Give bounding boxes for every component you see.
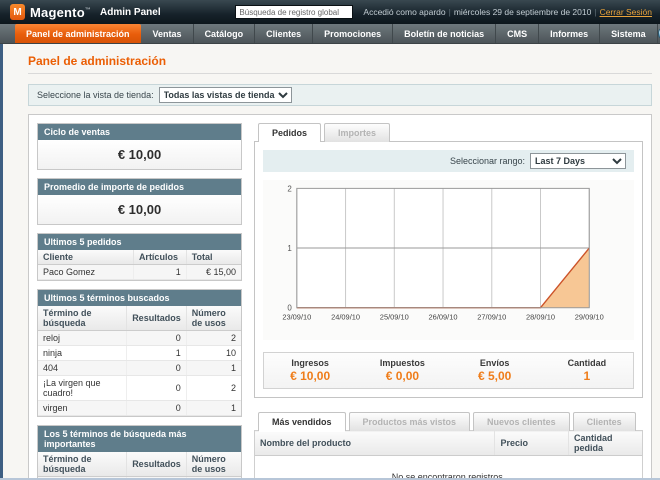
last-orders-table: ClienteArtículosTotalPaco Gomez1€ 15,00 <box>38 250 241 280</box>
magento-logo-icon: M <box>10 4 25 20</box>
nav-tab-panel-de-administracion[interactable]: Panel de administración <box>15 24 141 43</box>
range-selector-bar: Seleccionar rango: Last 7 Days <box>263 150 634 172</box>
global-search-input[interactable] <box>235 5 353 19</box>
tab-clientes[interactable]: Clientes <box>573 412 636 431</box>
page-content: Panel de administración Seleccione la vi… <box>0 44 660 480</box>
last-search-terms-box: Ultimos 5 términos buscados Término de b… <box>37 289 242 417</box>
chart-tabs: PedidosImportes <box>254 123 643 142</box>
grid-column-header: Cantidad pedida <box>568 431 642 456</box>
table-row: 40401 <box>38 361 241 376</box>
magento-logo: M Magento™ Admin Panel <box>10 4 161 20</box>
empty-records-row: No se encontraron registros. <box>255 456 642 480</box>
table-row: virgen01 <box>38 401 241 416</box>
products-grid: Nombre del productoPrecioCantidad pedida… <box>255 430 642 480</box>
nav-tabs: Panel de administraciónVentasCatálogoCli… <box>15 24 658 43</box>
top-search-terms-title: Los 5 términos de búsqueda más important… <box>38 426 241 452</box>
header-user-info: Accedió como apardo|miércoles 29 de sept… <box>363 7 652 17</box>
last-orders-box: Ultimos 5 pedidos ClienteArtículosTotalP… <box>37 233 242 281</box>
table-row: ¡La virgen que cuadro!02 <box>38 376 241 401</box>
svg-text:27/09/10: 27/09/10 <box>477 313 506 322</box>
totals-bar: Ingresos€ 10,00Impuestos€ 0,00Envíos€ 5,… <box>263 352 634 389</box>
column-header: Término de búsqueda <box>38 452 127 477</box>
tab-pedidos[interactable]: Pedidos <box>258 123 321 142</box>
nav-tab-promociones[interactable]: Promociones <box>313 24 393 43</box>
logout-link[interactable]: Cerrar Sesión <box>600 7 652 17</box>
tab-productos-mas-vistos[interactable]: Productos más vistos <box>349 412 471 431</box>
top-search-terms-table: Término de búsquedaResultadosNúmero de u… <box>38 452 241 480</box>
table-row: Paco Gomez1€ 15,00 <box>38 265 241 280</box>
lifetime-sales-box: Ciclo de ventas € 10,00 <box>37 123 242 170</box>
nav-tab-sistema[interactable]: Sistema <box>600 24 658 43</box>
logged-in-as: Accedió como apardo <box>363 7 445 17</box>
table-row: reloj02 <box>38 331 241 346</box>
lifetime-sales-value: € 10,00 <box>38 140 241 169</box>
grid-column-header: Nombre del producto <box>255 431 495 456</box>
products-grid-box: Nombre del productoPrecioCantidad pedida… <box>254 430 643 480</box>
svg-text:29/09/10: 29/09/10 <box>575 313 604 322</box>
table-row: ninja110 <box>38 346 241 361</box>
column-header: Total <box>186 250 241 265</box>
nav-tab-informes[interactable]: Informes <box>539 24 600 43</box>
main-nav: Panel de administraciónVentasCatálogoCli… <box>0 24 660 44</box>
dashboard-left-column: Ciclo de ventas € 10,00 Promedio de impo… <box>37 123 242 480</box>
svg-text:1: 1 <box>287 244 292 253</box>
last-search-terms-table: Término de búsquedaResultadosNúmero de u… <box>38 306 241 416</box>
tab-mas-vendidos[interactable]: Más vendidos <box>258 412 346 431</box>
store-view-select[interactable]: Todas las vistas de tienda <box>159 87 292 103</box>
total-envios: Envíos€ 5,00 <box>449 358 541 383</box>
svg-text:25/09/10: 25/09/10 <box>380 313 409 322</box>
orders-tab-panel: Seleccionar rango: Last 7 Days 0 1 2 23/09/… <box>254 141 643 398</box>
bottom-tabs: Más vendidosProductos más vistosNuevos c… <box>254 412 643 431</box>
nav-tab-boletin-de-noticias[interactable]: Boletín de noticias <box>393 24 496 43</box>
total-impuestos: Impuestos€ 0,00 <box>356 358 448 383</box>
average-orders-box: Promedio de importe de pedidos € 10,00 <box>37 178 242 225</box>
brand-name: Magento™ <box>30 5 91 20</box>
column-header: Cliente <box>38 250 133 265</box>
dashboard-container: Ciclo de ventas € 10,00 Promedio de impo… <box>28 114 652 480</box>
tab-importes[interactable]: Importes <box>324 123 390 142</box>
grid-column-header: Precio <box>495 431 569 456</box>
range-select[interactable]: Last 7 Days <box>530 153 626 169</box>
nav-tab-catalogo[interactable]: Catálogo <box>194 24 256 43</box>
column-header: Número de usos <box>186 306 241 331</box>
store-view-switcher: Seleccione la vista de tienda: Todas las… <box>28 84 652 106</box>
brand-suffix: Admin Panel <box>100 7 161 18</box>
last-search-terms-title: Ultimos 5 términos buscados <box>38 290 241 306</box>
orders-area-chart: 0 1 2 23/09/10 24/09/10 25/09/10 26/09/10 27/09… <box>263 180 634 338</box>
average-orders-title: Promedio de importe de pedidos <box>38 179 241 195</box>
total-cantidad: Cantidad1 <box>541 358 633 383</box>
range-label: Seleccionar rango: <box>450 156 525 166</box>
svg-text:26/09/10: 26/09/10 <box>429 313 458 322</box>
svg-text:23/09/10: 23/09/10 <box>282 313 311 322</box>
store-view-label: Seleccione la vista de tienda: <box>37 90 154 100</box>
window-frame-left <box>0 0 3 480</box>
nav-tab-clientes[interactable]: Clientes <box>255 24 313 43</box>
average-orders-value: € 10,00 <box>38 195 241 224</box>
tab-nuevos-clientes[interactable]: Nuevos clientes <box>473 412 570 431</box>
column-header: Resultados <box>127 452 187 477</box>
svg-text:0: 0 <box>287 304 292 313</box>
column-header: Artículos <box>133 250 186 265</box>
dashboard-right-column: PedidosImportes Seleccionar rango: Last … <box>254 123 643 480</box>
svg-text:24/09/10: 24/09/10 <box>331 313 360 322</box>
svg-text:28/09/10: 28/09/10 <box>526 313 555 322</box>
orders-chart: 0 1 2 23/09/10 24/09/10 25/09/10 26/09/10 27/09… <box>263 180 634 340</box>
lifetime-sales-title: Ciclo de ventas <box>38 124 241 140</box>
total-ingresos: Ingresos€ 10,00 <box>264 358 356 383</box>
header: M Magento™ Admin Panel Accedió como apar… <box>0 0 660 24</box>
nav-tab-cms[interactable]: CMS <box>496 24 539 43</box>
top-search-terms-box: Los 5 términos de búsqueda más important… <box>37 425 242 480</box>
page-title: Panel de administración <box>28 54 652 74</box>
svg-text:2: 2 <box>287 184 292 193</box>
nav-tab-ventas[interactable]: Ventas <box>142 24 194 43</box>
last-orders-title: Ultimos 5 pedidos <box>38 234 241 250</box>
current-date: miércoles 29 de septiembre de 2010 <box>454 7 592 17</box>
column-header: Número de usos <box>186 452 241 477</box>
column-header: Término de búsqueda <box>38 306 127 331</box>
column-header: Resultados <box>127 306 187 331</box>
